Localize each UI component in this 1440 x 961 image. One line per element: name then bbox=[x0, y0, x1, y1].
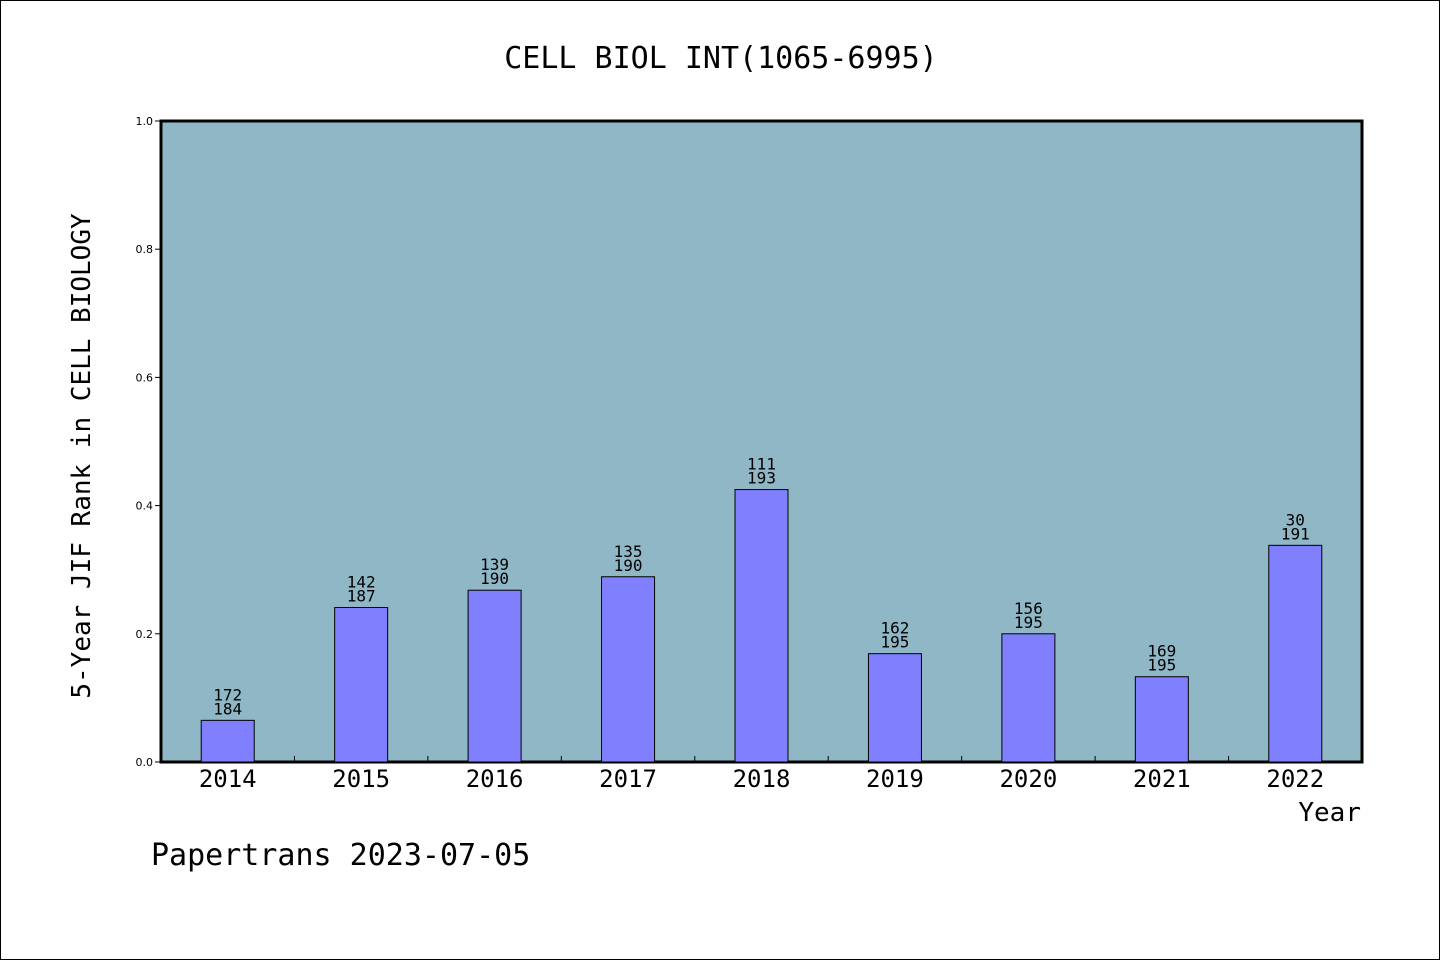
bar-data-label: 184 bbox=[213, 699, 242, 718]
x-tick-label: 2017 bbox=[599, 765, 657, 793]
x-tick-label: 2022 bbox=[1266, 765, 1324, 793]
y-axis: 0.0 0.2 0.4 0.6 0.8 1.0 bbox=[136, 115, 161, 769]
y-tick-label: 1.0 bbox=[136, 115, 154, 128]
y-tick-label: 0.6 bbox=[136, 371, 154, 384]
bar-2018 bbox=[734, 489, 789, 763]
bar-data-label: 195 bbox=[880, 633, 909, 652]
x-tick-label: 2016 bbox=[466, 765, 524, 793]
bar-data-label: 111 bbox=[747, 455, 776, 474]
y-tick-label: 0.4 bbox=[136, 500, 154, 513]
bar-2022 bbox=[1268, 544, 1323, 763]
bar-data-label: 187 bbox=[347, 587, 376, 606]
bar-2014 bbox=[200, 719, 255, 763]
bar-data-label: 135 bbox=[614, 542, 643, 561]
bar-data-label: 190 bbox=[614, 556, 643, 575]
bar-series bbox=[200, 489, 1323, 763]
x-tick-label: 2020 bbox=[999, 765, 1057, 793]
x-axis: 2014 2015 2016 2017 2018 2019 2020 2021 2022 bbox=[199, 756, 1324, 793]
bar-2019 bbox=[867, 653, 922, 763]
x-tick-label: 2018 bbox=[733, 765, 791, 793]
bar-data-label: 195 bbox=[1014, 613, 1043, 632]
bar-data-label: 190 bbox=[480, 569, 509, 588]
x-tick-label: 2021 bbox=[1133, 765, 1191, 793]
bar-data-label: 162 bbox=[880, 619, 909, 638]
x-tick-label: 2015 bbox=[332, 765, 390, 793]
footer-credit: Papertrans 2023-07-05 bbox=[151, 838, 530, 873]
bar-data-label: 30 bbox=[1286, 510, 1305, 529]
y-tick-label: 0.0 bbox=[136, 756, 154, 769]
bar-2020 bbox=[1001, 633, 1056, 763]
bar-data-labels: 1721841421871391901351901111931621951561… bbox=[213, 455, 1309, 719]
bar-data-label: 139 bbox=[480, 555, 509, 574]
y-tick-label: 0.8 bbox=[136, 243, 154, 256]
bar-2021 bbox=[1134, 676, 1189, 763]
bar-data-label: 172 bbox=[213, 685, 242, 704]
chart-title: CELL BIOL INT(1065-6995) bbox=[504, 41, 937, 76]
bar-data-label: 191 bbox=[1281, 524, 1310, 543]
bar-2017 bbox=[601, 576, 656, 763]
x-tick-label: 2019 bbox=[866, 765, 924, 793]
bar-data-label: 169 bbox=[1147, 642, 1176, 661]
y-axis-title: 5-Year JIF Rank in CELL BIOLOGY bbox=[67, 213, 97, 699]
bar-2015 bbox=[334, 607, 389, 763]
bar-data-label: 195 bbox=[1147, 656, 1176, 675]
bar-data-label: 142 bbox=[347, 573, 376, 592]
bar-data-label: 156 bbox=[1014, 599, 1043, 618]
bar-data-label: 193 bbox=[747, 469, 776, 488]
x-tick-label: 2014 bbox=[199, 765, 257, 793]
y-tick-label: 0.2 bbox=[136, 628, 154, 641]
bar-2016 bbox=[467, 589, 522, 763]
x-axis-title: Year bbox=[1298, 798, 1361, 828]
